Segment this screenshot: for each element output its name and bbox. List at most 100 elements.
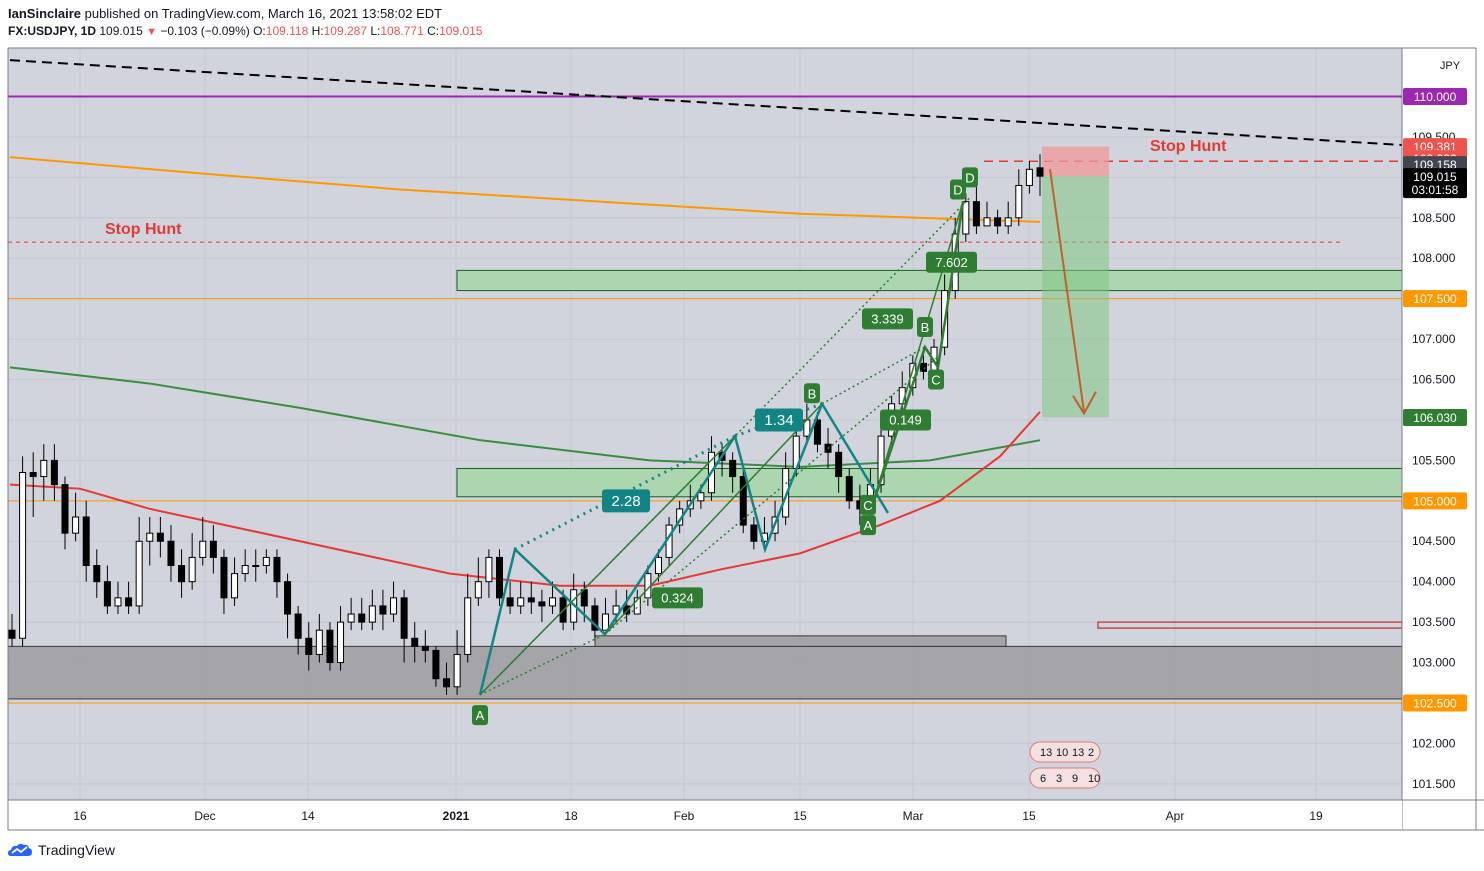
published-text: published on TradingView.com, March 16, … [84, 6, 443, 21]
candle-body [400, 597, 408, 639]
last-price: 109.015 [99, 24, 143, 38]
candle-body [167, 540, 175, 567]
candle-body [358, 613, 366, 623]
price-label: 107.500 [1403, 290, 1467, 308]
candle-body [474, 581, 482, 599]
price-label: 105.000 [1403, 492, 1467, 510]
events-row: 6 3 9 10 [1029, 767, 1101, 789]
zone-green [456, 269, 1403, 292]
projection-arrow [1049, 169, 1085, 413]
candle-body [411, 637, 419, 647]
candle-body [983, 217, 991, 227]
price-label-box [1403, 409, 1467, 427]
down-arrow-icon: ▼ [146, 26, 157, 38]
candle-body [262, 556, 270, 567]
candle-body [50, 459, 58, 486]
price-label-text: 106.030 [1413, 411, 1457, 425]
time-tick: 15 [793, 809, 807, 823]
ratio-label: 0.149 [880, 409, 931, 431]
candle-body [485, 556, 493, 583]
event-count: 13 [1072, 747, 1084, 759]
event-count: 9 [1072, 773, 1078, 785]
candle-body [178, 565, 186, 583]
price-tick: 108.500 [1412, 211, 1456, 225]
pattern-point-box [860, 494, 876, 515]
stop-hunt-label: Stop Hunt [105, 221, 182, 238]
candle-body [273, 556, 281, 583]
low-label: L: [370, 24, 381, 38]
author-name[interactable]: IanSinclaire [8, 6, 81, 21]
candle-body [1036, 167, 1044, 177]
pattern-point-box [950, 179, 966, 200]
tradingview-cloud-icon [8, 843, 32, 856]
candle-body [623, 605, 631, 615]
event-count: 2 [1088, 747, 1094, 759]
candle-body [697, 492, 705, 502]
event-badge-bg [1029, 767, 1101, 789]
pattern-point-label: A [472, 705, 488, 726]
candle-body [845, 476, 853, 502]
price-label-text: 105.000 [1413, 494, 1457, 508]
candle-body [326, 629, 334, 664]
candle-body [114, 597, 122, 607]
pattern-point-label: D [950, 179, 966, 200]
pattern-point-label: D [962, 167, 978, 188]
candle-body [231, 573, 239, 599]
ratio-label-box [755, 408, 803, 432]
close-label: C: [427, 24, 440, 38]
pattern-point-box [804, 383, 820, 404]
time-tick: Apr [1166, 809, 1185, 823]
time-tick: Dec [194, 809, 215, 823]
candle-body [729, 459, 737, 478]
candle-body [739, 476, 747, 526]
time-axis-bg [8, 800, 1402, 830]
brand-name: TradingView [38, 842, 116, 858]
price-tick: 108.000 [1412, 251, 1456, 265]
candle-body [517, 597, 525, 607]
candle-body [1004, 217, 1012, 227]
pattern-point-text: C [931, 373, 940, 388]
time-tick: 16 [73, 809, 87, 823]
event-badge-bg [1029, 741, 1101, 763]
price-change: −0.103 (−0.09%) [160, 24, 250, 38]
candle-body [972, 201, 980, 227]
candle-body [241, 565, 249, 575]
price-label-text: 109.015 [1413, 170, 1457, 184]
candle-body [919, 362, 927, 372]
price-tick: 107.000 [1412, 332, 1456, 346]
price-tick: 101.500 [1412, 777, 1456, 791]
tradingview-logo[interactable]: TradingView [8, 842, 115, 858]
pattern-point-box [860, 515, 876, 536]
pattern-point-label: B [917, 316, 933, 337]
pattern-point-box [472, 705, 488, 726]
candle-body [1015, 184, 1023, 219]
candle-body [252, 565, 260, 568]
ratio-label-text: 3.339 [871, 311, 904, 326]
candle-body [82, 516, 90, 567]
ratio-label: 2.28 [602, 489, 650, 513]
profit-target-zone [1042, 176, 1109, 418]
ratio-label: 7.602 [926, 251, 977, 273]
candle-body [93, 565, 101, 583]
candle-body [379, 605, 387, 615]
ratio-label-box [602, 489, 650, 513]
time-tick: Mar [903, 809, 924, 823]
time-tick: 19 [1309, 809, 1323, 823]
price-tick: 103.500 [1412, 615, 1456, 629]
time-tick: 18 [564, 809, 578, 823]
candle-body [220, 556, 228, 599]
candle-body [315, 629, 323, 655]
projection-arrow-head [1072, 391, 1097, 416]
high-label: H: [311, 24, 324, 38]
high-value: 109.287 [323, 24, 367, 38]
ratio-label: 3.339 [862, 308, 913, 330]
price-label-box [1403, 168, 1467, 199]
pattern-point-label: C [928, 369, 944, 390]
events-row: 13 10 13 2 [1029, 741, 1101, 763]
candle-body [135, 540, 143, 607]
candle-body [199, 540, 207, 558]
pattern-point-box [917, 316, 933, 337]
publish-info: IanSinclaire published on TradingView.co… [8, 6, 442, 21]
